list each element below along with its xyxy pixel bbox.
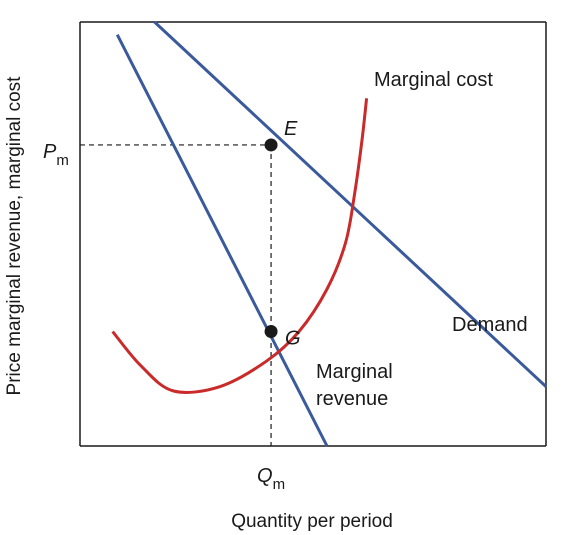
point-g [264, 325, 278, 339]
marginal-revenue-curve [115, 34, 329, 447]
x-axis-label: Quantity per period [231, 511, 393, 532]
x-tick-label: Qm [257, 465, 285, 493]
guide-lines [80, 144, 272, 446]
marginal-revenue-label-line-1: Marginal [316, 361, 393, 383]
point-g-label: G [285, 328, 301, 350]
points-layer: EG [264, 118, 301, 350]
series-labels: Demand Marginal revenue Marginal cost [316, 69, 528, 410]
marginal-cost-label: Marginal cost [374, 69, 493, 91]
demand-label: Demand [452, 314, 528, 336]
marginal-revenue-label-line-2: revenue [316, 388, 388, 410]
axes [79, 21, 547, 447]
marginal-cost-curve [111, 98, 369, 394]
series-layer [111, 20, 548, 447]
demand-curve [153, 20, 548, 388]
point-e-label: E [284, 118, 298, 140]
y-axis-label: Price marginal revenue, marginal cost [4, 76, 25, 396]
y-tick-label: Pm [43, 141, 69, 169]
point-e [264, 138, 278, 152]
